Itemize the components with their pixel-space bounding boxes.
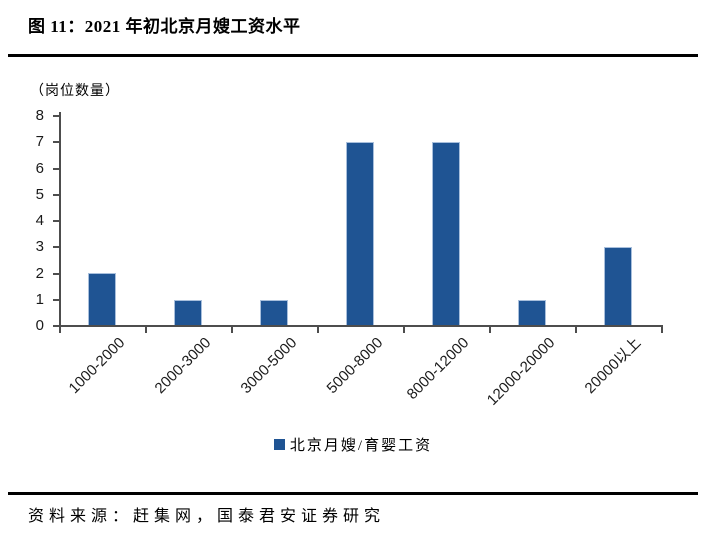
bar-20000以上 bbox=[604, 247, 632, 326]
x-tick-mark bbox=[489, 326, 491, 333]
bar-1000-2000 bbox=[88, 273, 116, 326]
figure-title: 图 11：2021 年初北京月嫂工资水平 bbox=[28, 17, 301, 36]
y-tick-mark bbox=[53, 325, 59, 327]
bar-12000-20000 bbox=[518, 300, 546, 326]
x-tick-mark bbox=[59, 326, 61, 333]
y-tick-mark bbox=[53, 272, 59, 275]
title-separator bbox=[8, 54, 698, 57]
legend: 北京月嫂/育婴工资 bbox=[0, 434, 706, 455]
source-note: 资料来源：赶集网，国泰君安证券研究 bbox=[28, 508, 386, 525]
y-tick-label: 7 bbox=[35, 133, 44, 151]
y-tick-label: 8 bbox=[35, 107, 44, 124]
y-tick-label: 3 bbox=[35, 238, 44, 256]
y-tick-label: 1 bbox=[35, 290, 44, 308]
bar-5000-8000 bbox=[346, 142, 374, 326]
x-axis-line bbox=[59, 325, 663, 327]
y-tick-label: 6 bbox=[35, 159, 44, 177]
x-tick-mark bbox=[575, 326, 577, 333]
y-tick-label: 0 bbox=[35, 317, 44, 334]
legend-label: 北京月嫂/育婴工资 bbox=[289, 438, 433, 454]
x-tick-mark bbox=[661, 326, 663, 333]
y-tick-mark bbox=[53, 193, 59, 196]
footer-separator bbox=[8, 492, 698, 495]
y-axis-line bbox=[59, 112, 61, 327]
x-tick-mark bbox=[231, 326, 233, 333]
bar-8000-12000 bbox=[432, 142, 460, 326]
y-tick-mark bbox=[53, 246, 59, 249]
bar-3000-5000 bbox=[260, 300, 288, 326]
x-tick-mark bbox=[145, 326, 147, 333]
y-tick-mark bbox=[53, 220, 59, 222]
y-tick-mark bbox=[53, 141, 59, 144]
y-tick-mark bbox=[53, 115, 59, 117]
y-tick-mark bbox=[53, 298, 59, 301]
y-tick-label: 5 bbox=[35, 185, 44, 203]
y-tick-label: 4 bbox=[35, 212, 44, 229]
x-tick-mark bbox=[403, 326, 405, 333]
y-axis-unit-label: （岗位数量） bbox=[30, 84, 120, 99]
legend-swatch-icon bbox=[273, 439, 285, 450]
x-tick-mark bbox=[317, 326, 319, 333]
y-tick-label: 2 bbox=[35, 264, 44, 282]
y-tick-mark bbox=[53, 167, 59, 170]
bar-2000-3000 bbox=[174, 300, 202, 326]
